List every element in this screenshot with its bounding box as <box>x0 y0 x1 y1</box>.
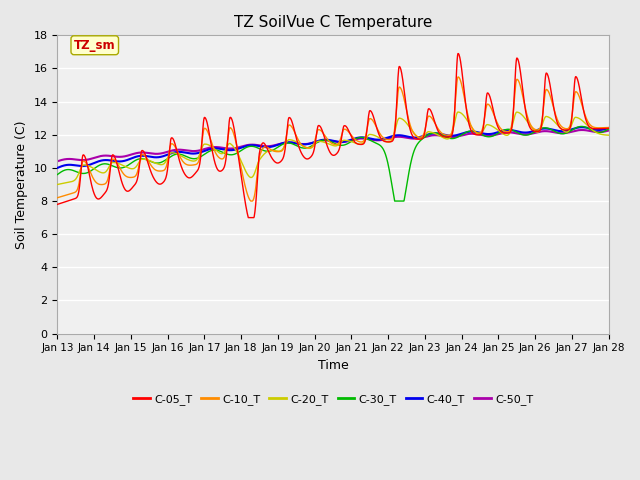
Legend: C-05_T, C-10_T, C-20_T, C-30_T, C-40_T, C-50_T: C-05_T, C-10_T, C-20_T, C-30_T, C-40_T, … <box>129 390 538 409</box>
Title: TZ SoilVue C Temperature: TZ SoilVue C Temperature <box>234 15 432 30</box>
Y-axis label: Soil Temperature (C): Soil Temperature (C) <box>15 120 28 249</box>
X-axis label: Time: Time <box>317 359 348 372</box>
Text: TZ_sm: TZ_sm <box>74 39 116 52</box>
